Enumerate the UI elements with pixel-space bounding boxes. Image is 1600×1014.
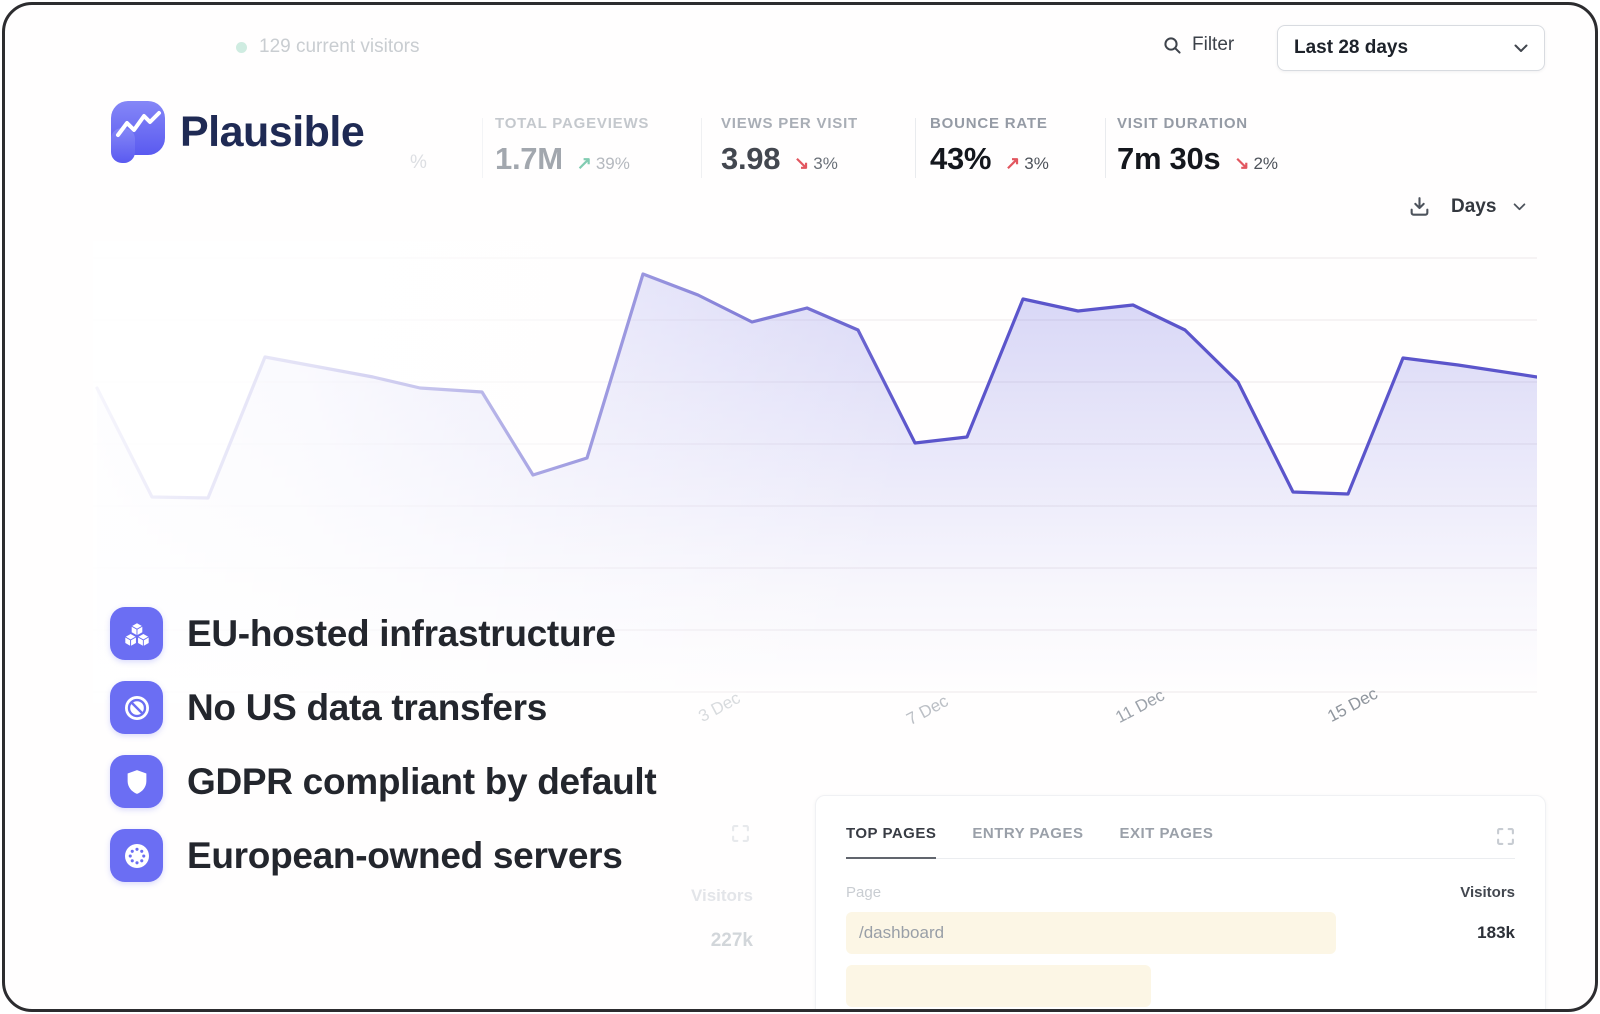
no-symbol-icon — [110, 681, 163, 734]
date-range-select[interactable]: Last 28 days — [1277, 25, 1545, 71]
pages-tabs: TOP PAGES ENTRY PAGES EXIT PAGES — [846, 825, 1515, 859]
current-visitors: 129 current visitors — [236, 36, 420, 58]
feature-label: EU-hosted infrastructure — [187, 612, 616, 654]
plausible-logo-icon — [111, 101, 165, 163]
shield-icon — [110, 755, 163, 808]
trend-up-icon: ↗ — [576, 153, 592, 173]
plausible-wordmark: Plausible — [180, 107, 365, 156]
tab-entry-pages[interactable]: ENTRY PAGES — [972, 825, 1084, 842]
stat-total-pageviews[interactable]: TOTAL PAGEVIEWS 1.7M ↗ 39% — [495, 115, 649, 177]
expand-icon[interactable] — [731, 824, 750, 843]
feature-eu-servers: European-owned servers — [110, 829, 656, 882]
search-icon — [1164, 36, 1181, 54]
expand-icon[interactable] — [1496, 827, 1515, 846]
table-row[interactable]: /dashboard 183k — [846, 912, 1515, 954]
col-page: Page — [846, 884, 882, 901]
trend-up-icon: ↗ — [1005, 153, 1021, 173]
filter-button[interactable]: Filter — [1162, 34, 1234, 56]
tab-exit-pages[interactable]: EXIT PAGES — [1119, 825, 1214, 842]
feature-label: No US data transfers — [187, 686, 547, 728]
trend-pct: 2% — [1253, 154, 1279, 173]
feature-label: European-owned servers — [187, 834, 623, 876]
stat-visit-duration[interactable]: VISIT DURATION 7m 30s ↘ 2% — [1117, 115, 1278, 177]
stat-label: VIEWS PER VISIT — [721, 115, 859, 132]
trend-down-icon: ↘ — [1234, 153, 1250, 173]
eu-dots-icon — [110, 829, 163, 882]
feature-eu-hosted: EU-hosted infrastructure — [110, 607, 656, 660]
stat-divider — [482, 118, 483, 178]
x-tick-label: 7 Dec — [903, 691, 952, 729]
pages-table-header: Page Visitors — [846, 884, 1515, 901]
stat-divider — [701, 118, 702, 178]
stat-divider — [915, 118, 916, 178]
plausible-logo: Plausible — [111, 101, 365, 163]
stat-label: BOUNCE RATE — [930, 115, 1048, 132]
interval-control[interactable]: Days — [1408, 195, 1526, 218]
filter-label: Filter — [1192, 34, 1235, 55]
page-link[interactable]: /dashboard — [859, 923, 945, 942]
feature-list: EU-hosted infrastructure No US data tran… — [110, 607, 657, 903]
download-icon[interactable] — [1408, 195, 1431, 218]
stat-label: TOTAL PAGEVIEWS — [495, 115, 650, 132]
tab-top-pages[interactable]: TOP PAGES — [846, 825, 937, 859]
date-range-value: Last 28 days — [1294, 37, 1409, 58]
left-panel-visitors-value: 227k — [710, 930, 753, 951]
stat-label: VISIT DURATION — [1117, 115, 1248, 132]
feature-no-us-transfers: No US data transfers — [110, 681, 656, 734]
stat-views-per-visit[interactable]: VIEWS PER VISIT 3.98 ↘ 3% — [721, 115, 858, 177]
top-pages-panel: TOP PAGES ENTRY PAGES EXIT PAGES Page Vi… — [815, 795, 1546, 1009]
feature-gdpr: GDPR compliant by default — [110, 755, 657, 808]
trend-down-icon: ↘ — [794, 153, 810, 173]
chevron-down-icon — [1514, 202, 1526, 210]
live-dot-icon — [236, 41, 247, 53]
col-visitors: Visitors — [1460, 884, 1515, 901]
interval-label: Days — [1451, 195, 1497, 217]
feature-label: GDPR compliant by default — [187, 760, 657, 802]
stat-bounce-rate[interactable]: BOUNCE RATE 43% ↗ 3% — [930, 115, 1049, 177]
table-row[interactable] — [846, 965, 1515, 1007]
trend-pct: 3% — [1024, 154, 1049, 173]
current-visitors-label: 129 current visitors — [259, 36, 420, 57]
visitors-value: 183k — [1477, 923, 1515, 942]
stat-value: 3.98 — [721, 141, 781, 176]
stat-value: 7m 30s — [1117, 141, 1221, 176]
cubes-icon — [110, 607, 163, 660]
faded-percent-glyph: % — [410, 152, 427, 173]
left-panel-visitors-header: Visitors — [690, 886, 753, 905]
trend-pct: 3% — [813, 154, 838, 173]
row-bar — [846, 912, 1336, 954]
stat-value: 1.7M — [495, 141, 563, 176]
chevron-down-icon — [1514, 44, 1528, 52]
row-bar — [846, 965, 1151, 1007]
stat-value: 43% — [930, 141, 992, 176]
trend-pct: 39% — [595, 154, 630, 173]
stat-divider — [1105, 118, 1106, 178]
